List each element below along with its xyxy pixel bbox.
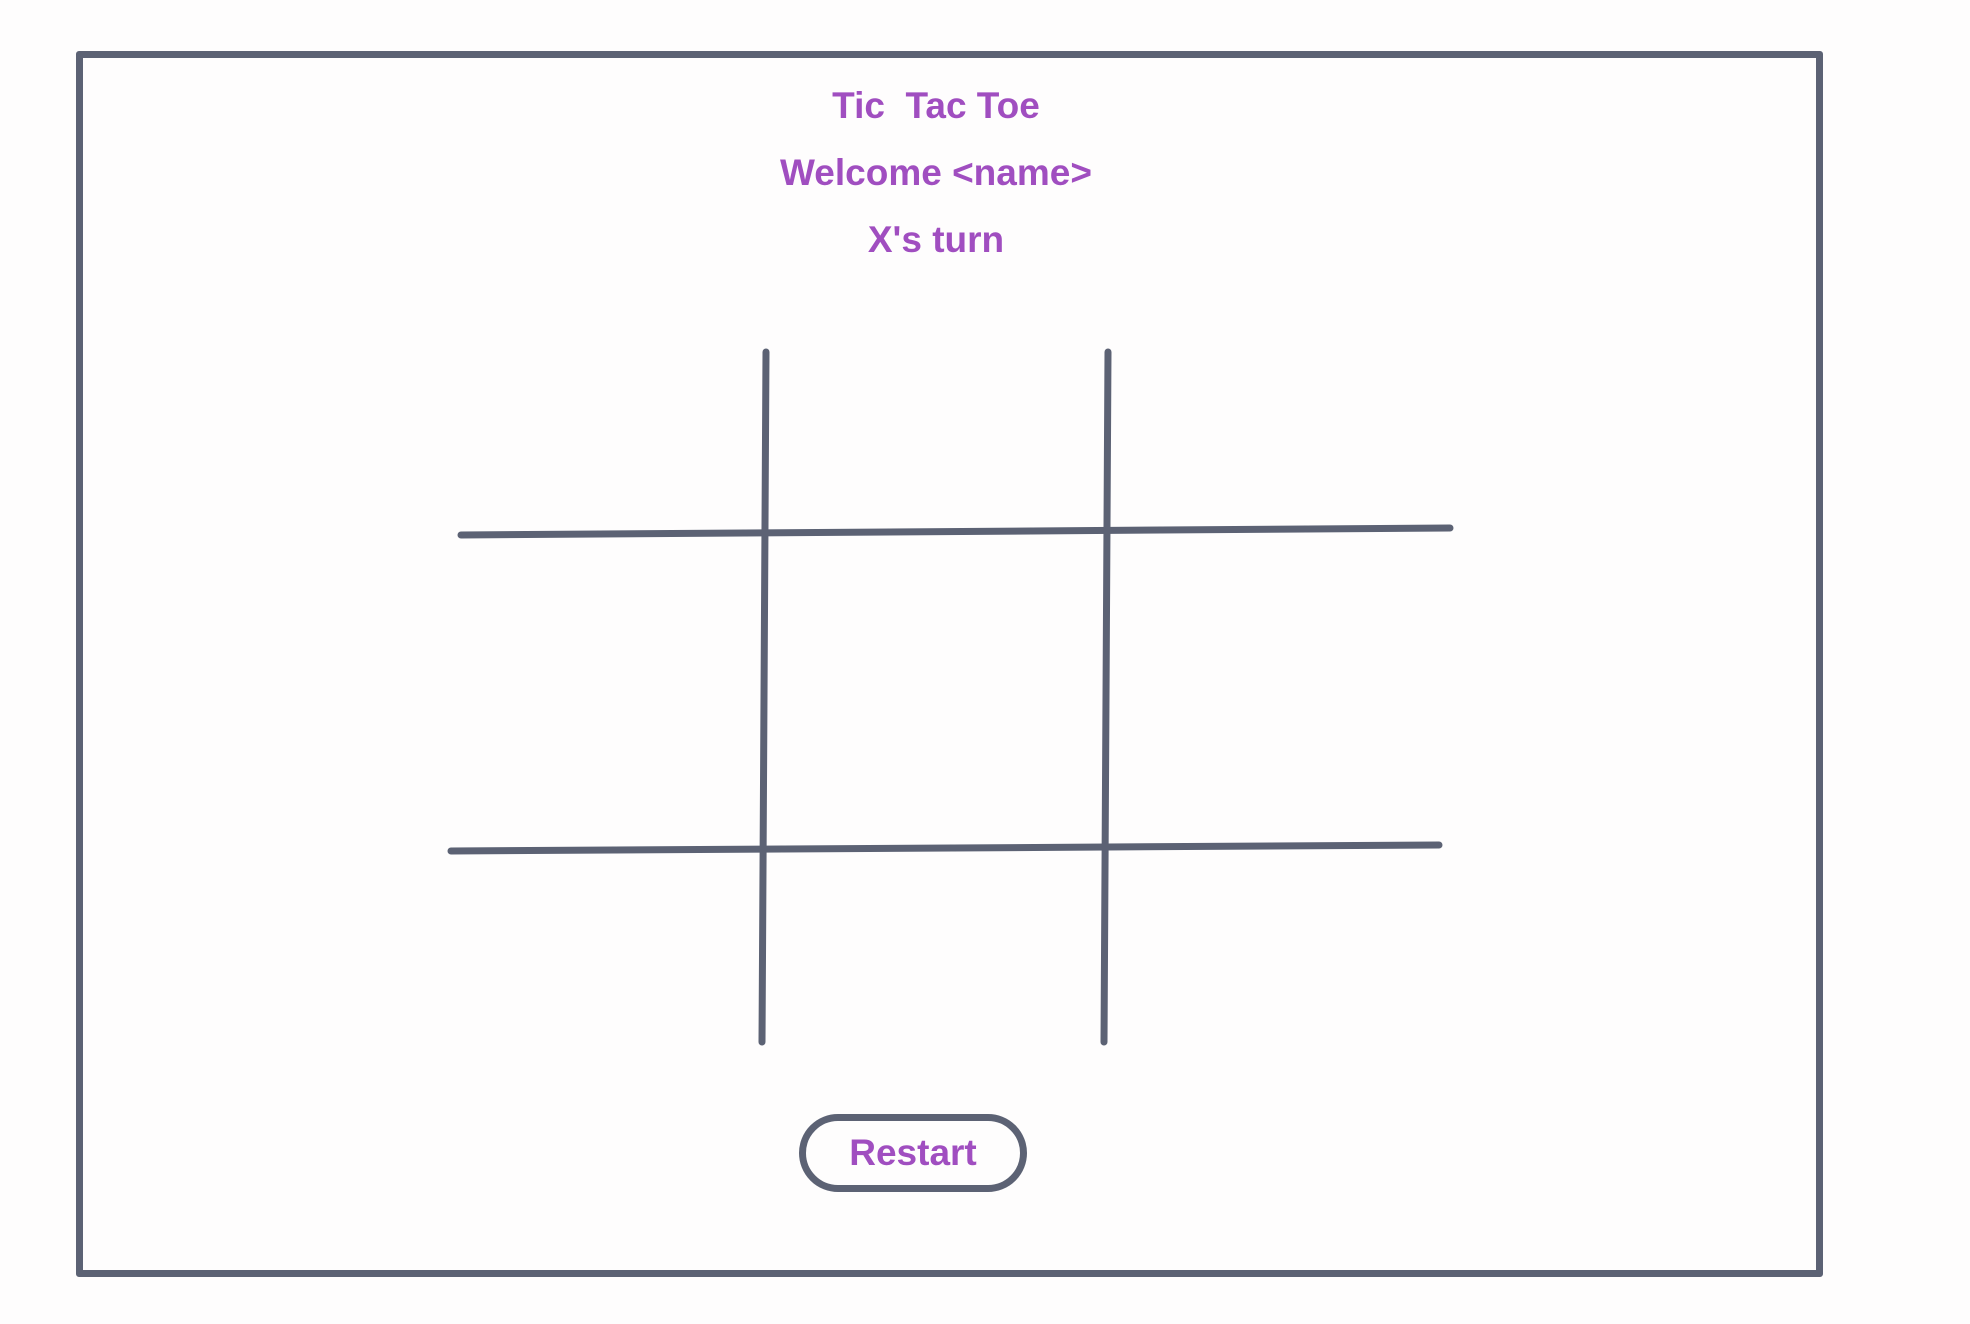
page-title: Tic Tac Toe [832,85,1040,126]
turn-indicator: X's turn [867,219,1005,260]
restart-button[interactable]: Restart [799,1114,1027,1192]
board-cell-2[interactable] [764,352,1109,533]
welcome-message: Welcome <name> [780,152,1092,193]
board-cell-6[interactable] [1109,533,1454,849]
board-cell-8[interactable] [764,849,1109,1042]
board-cell-4[interactable] [454,533,764,849]
board-cell-7[interactable] [454,849,764,1042]
board-cell-3[interactable] [1109,352,1454,533]
game-frame [76,51,1823,1277]
board-cell-9[interactable] [1109,849,1454,1042]
board-cell-5[interactable] [764,533,1109,849]
board-cells [454,352,1454,1042]
board-cell-1[interactable] [454,352,764,533]
